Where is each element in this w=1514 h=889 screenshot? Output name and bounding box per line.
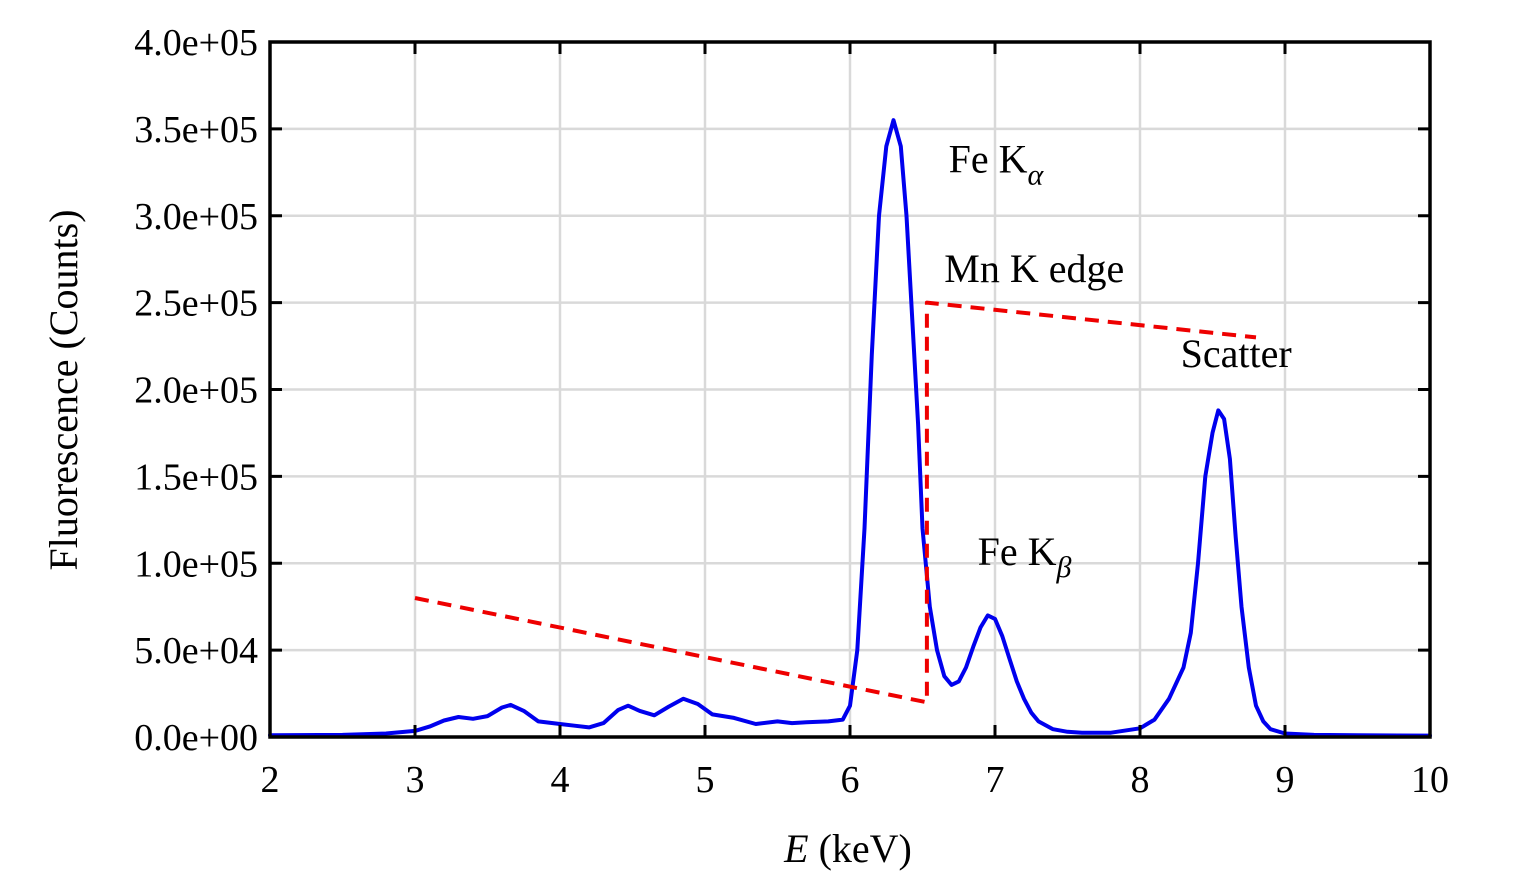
x-tick-label: 10 — [1411, 759, 1449, 801]
tick-labels: 2 3 4 5 6 7 8 9 10 0.0e+00 5.0e+04 1.0e+05 1.5e+05 2.… — [134, 22, 1449, 801]
y-tick-label: 1.0e+05 — [134, 543, 258, 585]
annotation-label: Mn K edge — [944, 246, 1124, 291]
x-axis-title: E (keV) — [783, 826, 912, 871]
edge-model-line — [414, 300, 1257, 705]
x-tick-label: 9 — [1276, 759, 1295, 801]
y-tick-label: 0.0e+00 — [134, 717, 258, 759]
y-axis-title: Fluorescence (Counts) — [41, 209, 86, 570]
x-tick-label: 4 — [551, 759, 570, 801]
grid — [270, 42, 1430, 737]
x-tick-label: 6 — [841, 759, 860, 801]
series-group — [268, 118, 1432, 738]
x-tick-label: 8 — [1131, 759, 1150, 801]
annotation-label: Fe Kα — [949, 136, 1045, 191]
x-tick-label: 2 — [261, 759, 280, 801]
y-tick-label: 2.5e+05 — [134, 283, 258, 325]
x-tick-label: 5 — [696, 759, 715, 801]
y-tick-label: 3.0e+05 — [134, 196, 258, 238]
y-tick-label: 4.0e+05 — [134, 22, 258, 64]
spectrum-line — [268, 118, 1432, 738]
x-tick-label: 3 — [406, 759, 425, 801]
annotations: Fe Kα Mn K edge Scatter Fe Kβ — [944, 136, 1291, 584]
y-tick-label: 1.5e+05 — [134, 456, 258, 498]
x-tick-label: 7 — [986, 759, 1005, 801]
y-tick-label: 5.0e+04 — [134, 630, 258, 672]
y-tick-label: 3.5e+05 — [134, 109, 258, 151]
ticks — [268, 40, 1432, 739]
y-tick-label: 2.0e+05 — [134, 370, 258, 412]
annotation-label: Fe Kβ — [978, 529, 1072, 584]
annotation-label: Scatter — [1181, 331, 1292, 376]
